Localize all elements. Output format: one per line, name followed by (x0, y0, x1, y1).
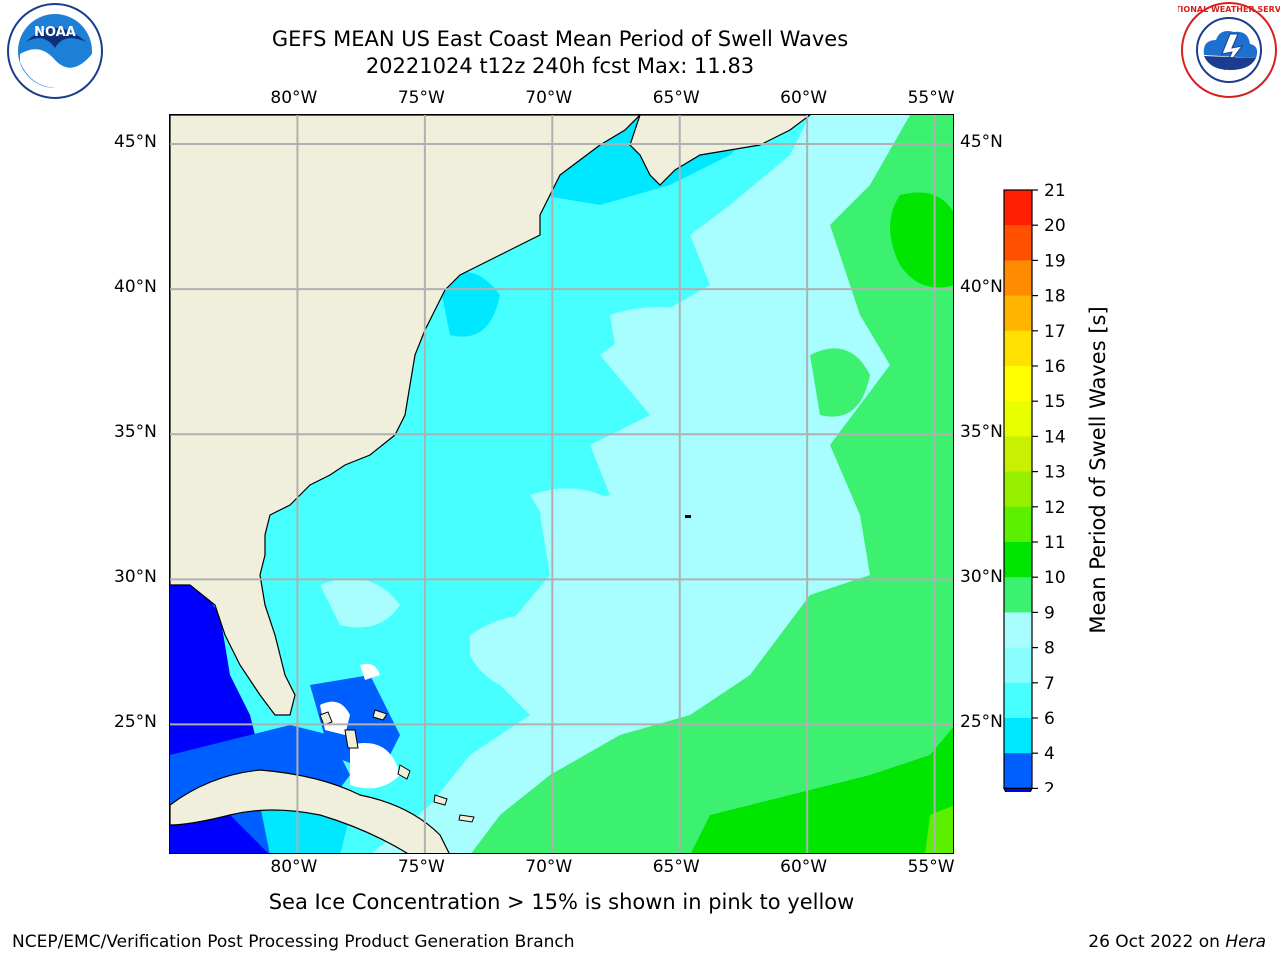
colorbar-bin (1004, 647, 1032, 684)
lon-label-bottom: 80°W (270, 857, 318, 877)
field-10-11s (691, 727, 953, 853)
field-8-9s-patch (470, 615, 595, 695)
colorbar-bin (1004, 577, 1032, 613)
colorbar-bin (1004, 260, 1032, 297)
lat-label-right: 25°N (960, 712, 1003, 733)
lat-label-right: 40°N (960, 277, 1003, 298)
map-subtitle: 20221024 t12z 240h fcst Max: 11.83 (365, 54, 755, 78)
colorbar-tick-label: 11 (1044, 533, 1066, 553)
noaa-logo-text: NOAA (34, 25, 76, 40)
lon-label-bottom: 75°W (397, 857, 445, 877)
lon-label-top: 55°W (907, 88, 955, 108)
sea-ice-caption: Sea Ice Concentration > 15% is shown in … (268, 890, 855, 914)
colorbar-bin (1004, 471, 1032, 508)
land-bahamas (372, 709, 388, 721)
graticule (170, 115, 953, 853)
colorbar-bin (1004, 542, 1032, 578)
colorbar-bin (1004, 366, 1032, 402)
land-bahamas (397, 764, 411, 780)
colorbar-tick-label: 2 (1044, 779, 1055, 792)
colorbar: 2 4 6 7 8 9 10 11 12 13 14 15 16 17 18 19 20 21 (1003, 182, 1066, 792)
field-8-9s-patch (320, 578, 400, 628)
field-10-11s (890, 192, 953, 288)
colorbar-tick-label: 17 (1044, 322, 1066, 342)
land-bahamas (433, 794, 448, 806)
lon-label-top: 70°W (525, 88, 573, 108)
colorbar-tick-label: 4 (1044, 744, 1055, 764)
lon-label-bottom: 70°W (525, 857, 573, 877)
colorbar-bin (1004, 330, 1032, 367)
nws-logo: NATIONAL WEATHER SERVICE (1178, 2, 1280, 98)
colorbar-bin (1004, 190, 1032, 226)
colorbar-tick-label: 16 (1044, 357, 1066, 377)
colorbar-tick-label: 18 (1044, 287, 1066, 307)
field-9-10s (810, 348, 870, 417)
map-panel (169, 114, 954, 854)
noaa-logo: NOAA (7, 3, 103, 99)
land-nova-scotia (629, 115, 811, 186)
lat-label-right: 45°N (960, 132, 1003, 153)
field-under-2s (170, 585, 260, 775)
lon-label-bottom: 55°W (907, 857, 955, 877)
lat-label-left: 25°N (114, 712, 157, 733)
field-11-12s (925, 805, 953, 853)
colorbar-bin (1004, 682, 1032, 719)
colorbar-tick-label: 9 (1044, 603, 1055, 623)
colorbar-bin (1004, 295, 1032, 332)
colorbar-tick-label: 6 (1044, 709, 1055, 729)
colorbar-tick-label: 14 (1044, 427, 1066, 447)
land-north-america (170, 115, 641, 716)
lat-label-left: 35°N (114, 422, 157, 443)
land-bahamas (344, 729, 359, 749)
colorbar-tick-label: 13 (1044, 463, 1066, 483)
land-bahamas (458, 814, 475, 823)
lon-label-top: 75°W (397, 88, 445, 108)
no-data-banks (320, 701, 350, 735)
colorbar-bin (1004, 753, 1032, 789)
land-bahamas (319, 711, 333, 726)
lon-label-bottom: 60°W (780, 857, 828, 877)
colorbar-bin (1004, 506, 1032, 543)
no-data-banks (350, 743, 400, 789)
lon-label-top: 60°W (780, 88, 828, 108)
lat-label-right: 35°N (960, 422, 1003, 443)
colorbar-label: Mean Period of Swell Waves [s] (1086, 306, 1110, 634)
machine-name: Hera (1225, 932, 1266, 952)
credit-text: NCEP/EMC/Verification Post Processing Pr… (12, 932, 575, 952)
land-bermuda (685, 515, 691, 518)
colorbar-tick-label: 21 (1044, 182, 1066, 201)
swell-period-map (170, 115, 953, 853)
nws-logo-text: NATIONAL WEATHER SERVICE (1178, 5, 1280, 14)
colorbar-bin (1004, 401, 1032, 437)
colorbar-tick-label: 20 (1044, 216, 1066, 236)
map-title: GEFS MEAN US East Coast Mean Period of S… (271, 27, 849, 51)
colorbar-frame (1003, 189, 1033, 790)
colorbar-tick-label: 12 (1044, 498, 1066, 518)
lon-label-top: 80°W (270, 88, 318, 108)
colorbar-tick-label: 19 (1044, 251, 1066, 271)
colorbar-tick-label: 10 (1044, 568, 1066, 588)
lon-label-bottom: 65°W (652, 857, 700, 877)
field-9-10s (471, 115, 953, 853)
colorbar-tick-label: 15 (1044, 392, 1066, 412)
colorbar-tick-label: 8 (1044, 639, 1055, 659)
field-8-9s-patch (530, 488, 630, 547)
lon-label-top: 65°W (652, 88, 700, 108)
no-data-banks (360, 663, 380, 680)
land-cuba (170, 769, 450, 853)
date-text: 26 Oct 2022 on Hera (1088, 932, 1266, 952)
lat-label-left: 45°N (114, 132, 157, 153)
colorbar-tick-label: 7 (1044, 674, 1055, 694)
colorbar-bin (1004, 436, 1032, 473)
lat-label-right: 30°N (960, 567, 1003, 588)
colorbar-bin (1004, 225, 1032, 261)
lat-label-left: 40°N (114, 277, 157, 298)
colorbar-bin (1004, 718, 1032, 754)
lat-label-left: 30°N (114, 567, 157, 588)
colorbar-bin (1004, 612, 1032, 649)
